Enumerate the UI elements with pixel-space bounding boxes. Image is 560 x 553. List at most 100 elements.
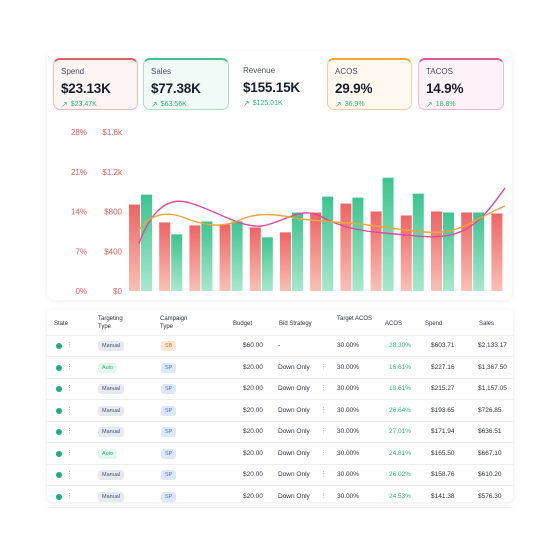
- budget-cell[interactable]: $20.00: [243, 406, 263, 414]
- column-header[interactable]: Sales: [479, 321, 495, 327]
- spend-bar[interactable]: [159, 222, 171, 291]
- table-row[interactable]: ⋮ Manual SP $20.00 Down Only ⋮ 30.00% 26.64% $19…: [47, 401, 513, 422]
- budget-cell[interactable]: $20.00: [243, 385, 263, 392]
- sales-bar[interactable]: [322, 196, 334, 291]
- sales-bar[interactable]: [382, 177, 394, 291]
- more-icon[interactable]: ⋮: [66, 385, 73, 392]
- spend-bar[interactable]: [189, 225, 201, 291]
- sales-bar[interactable]: [201, 221, 213, 291]
- kpi-card-spend[interactable]: Spend $23.13K ↗ $23.47K: [53, 58, 138, 110]
- spend-bar[interactable]: [400, 215, 412, 291]
- column-header[interactable]: Budget: [233, 321, 253, 327]
- acos-cell: 26.02%: [389, 471, 412, 478]
- state-toggle[interactable]: [56, 450, 62, 457]
- more-icon[interactable]: ⋮: [66, 342, 73, 349]
- kpi-card-revenue[interactable]: Revenue $155.15K ↗ $125.01K: [235, 58, 321, 110]
- more-icon[interactable]: ⋮: [66, 471, 73, 478]
- sales-bar[interactable]: [171, 234, 183, 291]
- spend-bar[interactable]: [491, 213, 503, 291]
- more-icon[interactable]: ⋮: [66, 406, 73, 414]
- bid-menu-icon[interactable]: ⋮: [320, 492, 327, 500]
- budget-cell[interactable]: $20.00: [243, 449, 263, 457]
- budget-cell[interactable]: $20.00: [243, 492, 263, 500]
- campaign-type-tag: SB: [161, 341, 177, 351]
- table-row[interactable]: ⋮ Manual SP $20.00 Down Only ⋮ 30.00% 24.53% $14…: [47, 487, 513, 508]
- bid-strategy-cell[interactable]: Down Only: [278, 471, 310, 478]
- state-toggle[interactable]: [56, 386, 62, 392]
- kpi-label: Revenue: [243, 66, 276, 75]
- sales-bar[interactable]: [231, 221, 243, 291]
- bid-strategy-cell[interactable]: Down Only: [278, 406, 310, 414]
- bid-menu-icon[interactable]: ⋮: [320, 363, 327, 371]
- bid-strategy-cell[interactable]: Down Only: [278, 428, 310, 435]
- column-header[interactable]: Target ACOS: [337, 316, 373, 322]
- target-acos-cell[interactable]: 30.00%: [337, 449, 360, 457]
- target-acos-cell[interactable]: 30.00%: [337, 428, 360, 435]
- spend-bar[interactable]: [370, 211, 382, 292]
- more-icon[interactable]: ⋮: [66, 363, 73, 371]
- acos-cell: 24.81%: [389, 449, 412, 457]
- kpi-card-tacos[interactable]: TACOS 14.9% ↗ 18.8%: [418, 58, 504, 110]
- spend-bar[interactable]: [430, 211, 442, 292]
- target-acos-cell[interactable]: 30.00%: [337, 342, 360, 349]
- bid-menu-icon[interactable]: ⋮: [320, 428, 327, 435]
- sales-bar[interactable]: [291, 212, 303, 291]
- spend-bar[interactable]: [461, 212, 473, 291]
- more-icon[interactable]: ⋮: [66, 428, 73, 435]
- campaign-table: State Targeting Type Campaign Type Budget Bi…: [47, 310, 513, 508]
- table-row[interactable]: ⋮ Manual SB $60.00 - 30.00% 28.30% $603.71 $2,13…: [47, 336, 513, 357]
- bid-menu-icon[interactable]: ⋮: [320, 385, 327, 392]
- budget-cell[interactable]: $20.00: [243, 471, 263, 478]
- budget-cell[interactable]: $60.00: [243, 342, 263, 349]
- bid-strategy-cell[interactable]: -: [278, 342, 281, 349]
- column-header[interactable]: ACOS: [385, 321, 403, 327]
- column-header[interactable]: Bid Strategy: [279, 321, 312, 327]
- table-row[interactable]: ⋮ Manual SP $20.00 Down Only ⋮ 30.00% 26.02% $15…: [47, 465, 513, 486]
- bid-strategy-cell[interactable]: Down Only: [278, 385, 310, 392]
- target-acos-cell[interactable]: 30.00%: [337, 406, 360, 414]
- sales-bar[interactable]: [261, 237, 273, 291]
- sales-bar[interactable]: [442, 212, 454, 291]
- table-row[interactable]: ⋮ Auto SP $20.00 Down Only ⋮ 30.00% 16.61% $227.…: [47, 358, 513, 379]
- spend-bar[interactable]: [310, 212, 322, 291]
- spend-bar[interactable]: [129, 204, 140, 291]
- spend-bar[interactable]: [340, 203, 352, 291]
- sales-cell: $2,133.17: [478, 342, 507, 349]
- bid-strategy-cell[interactable]: Down Only: [278, 492, 310, 500]
- sales-bar[interactable]: [412, 193, 424, 291]
- table-row[interactable]: ⋮ Manual SP $20.00 Down Only ⋮ 30.00% 18.61% $21…: [47, 379, 513, 400]
- budget-cell[interactable]: $20.00: [243, 363, 263, 371]
- bid-strategy-cell[interactable]: Down Only: [278, 363, 310, 371]
- bid-menu-icon[interactable]: ⋮: [320, 471, 327, 478]
- state-toggle[interactable]: [56, 407, 62, 414]
- more-icon[interactable]: ⋮: [66, 492, 73, 500]
- spend-bar[interactable]: [279, 232, 291, 291]
- bid-strategy-cell[interactable]: Down Only: [278, 449, 310, 457]
- sales-bar[interactable]: [473, 212, 485, 291]
- bid-menu-icon[interactable]: ⋮: [320, 449, 327, 457]
- table-row[interactable]: ⋮ Auto SP $20.00 Down Only ⋮ 30.00% 24.81% $165.…: [47, 444, 513, 465]
- target-acos-cell[interactable]: 30.00%: [337, 385, 360, 392]
- kpi-card-sales[interactable]: Sales $77.38K ↗ $63.56K: [143, 58, 229, 110]
- state-toggle[interactable]: [56, 343, 62, 349]
- sales-bar[interactable]: [141, 194, 152, 291]
- target-acos-cell[interactable]: 30.00%: [337, 471, 360, 478]
- bid-menu-icon[interactable]: ⋮: [320, 406, 327, 414]
- kpi-card-acos[interactable]: ACOS 29.9% ↗ 36.9%: [327, 58, 412, 110]
- column-header[interactable]: Campaign Type: [160, 316, 188, 330]
- column-header[interactable]: State: [54, 321, 69, 327]
- budget-cell[interactable]: $20.00: [243, 428, 263, 435]
- table-row[interactable]: ⋮ Manual SP $20.00 Down Only ⋮ 30.00% 27.01% $17…: [47, 422, 513, 443]
- spend-bar[interactable]: [219, 224, 231, 291]
- state-toggle[interactable]: [56, 429, 62, 435]
- state-toggle[interactable]: [56, 493, 62, 500]
- state-toggle[interactable]: [56, 472, 62, 478]
- target-acos-cell[interactable]: 30.00%: [337, 492, 360, 500]
- target-acos-cell[interactable]: 30.00%: [337, 363, 360, 371]
- column-header[interactable]: Targeting Type: [98, 316, 123, 330]
- column-header[interactable]: Spend: [425, 321, 443, 327]
- spend-bar[interactable]: [249, 227, 261, 291]
- more-icon[interactable]: ⋮: [66, 449, 73, 457]
- state-toggle[interactable]: [56, 364, 62, 371]
- sales-bar[interactable]: [352, 197, 364, 291]
